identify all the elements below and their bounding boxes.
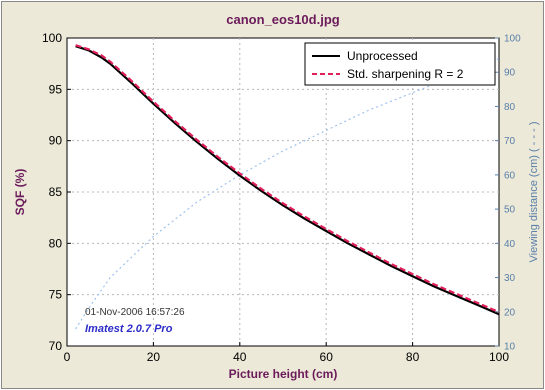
series-line-0 <box>75 45 500 316</box>
y-tick-label: 80 <box>49 236 63 250</box>
y2-axis-label: Viewing distance (cm) ( - - - ) <box>528 122 540 263</box>
y2-tick-label: 80 <box>504 102 516 113</box>
legend-box <box>304 42 496 86</box>
legend-label-sharpened: Std. sharpening R = 2 <box>347 67 464 81</box>
y2-tick-label: 20 <box>504 307 516 318</box>
y-tick-label: 85 <box>49 185 63 199</box>
x-tick-label: 40 <box>233 350 247 364</box>
y-tick-label: 75 <box>49 288 63 302</box>
y-axis-label: SQF (%) <box>13 169 27 216</box>
x-tick-label: 80 <box>406 350 420 364</box>
chart-title: canon_eos10d.jpg <box>226 12 339 27</box>
y-tick-label: 70 <box>49 339 63 353</box>
y2-tick-label: 40 <box>504 239 516 250</box>
legend-label-unprocessed: Unprocessed <box>347 49 418 63</box>
y2-tick-label: 100 <box>504 34 521 45</box>
y-tick-label: 100 <box>42 31 62 45</box>
series-line-2 <box>75 57 500 330</box>
x-tick-label: 100 <box>489 350 509 364</box>
y-tick-label: 90 <box>49 134 63 148</box>
x-tick-label: 0 <box>64 350 71 364</box>
x-tick-label: 20 <box>147 350 161 364</box>
legend: Unprocessed Std. sharpening R = 2 <box>304 42 496 86</box>
x-tick-label: 60 <box>320 350 334 364</box>
y2-tick-label: 50 <box>504 205 516 216</box>
y2-tick-label: 70 <box>504 136 516 147</box>
y2-tick-label: 60 <box>504 170 516 181</box>
timestamp: 01-Nov-2006 16:57:26 <box>85 307 185 318</box>
y-tick-label: 95 <box>49 82 63 96</box>
y2-tick-label: 10 <box>504 342 516 353</box>
app-version: Imatest 2.0.7 Pro <box>85 323 173 335</box>
y2-tick-label: 30 <box>504 273 516 284</box>
x-axis-label: Picture height (cm) <box>229 367 338 381</box>
ticks: 0 20 40 60 80 1007075808590951001020304050607… <box>42 31 521 364</box>
y2-tick-label: 90 <box>504 68 516 79</box>
series-layer <box>75 44 500 330</box>
